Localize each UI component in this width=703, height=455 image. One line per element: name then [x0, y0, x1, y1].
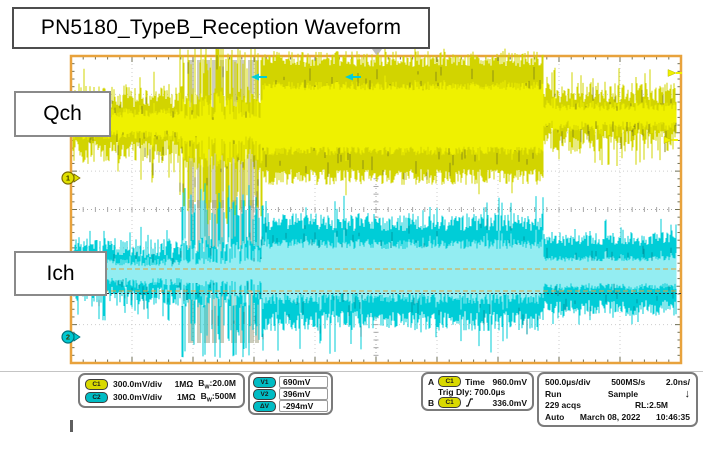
cursor-v1-row: V1 690mV — [253, 376, 328, 388]
trigger-delay: Trig Dly: 700.0µs — [438, 387, 506, 397]
ich-label-box: Ich — [14, 251, 107, 296]
down-arrow-icon: ↓ — [684, 387, 691, 400]
trigger-a-level: 960.0mV — [492, 376, 528, 387]
cursor-dv-row: ΔV -294mV — [253, 400, 328, 412]
trigger-a-source-badge: C1 — [438, 376, 462, 387]
channel-zero-markers: 12 — [61, 171, 81, 344]
time-stamp: 10:46:35 — [655, 411, 690, 422]
cursor-readout-box: V1 690mV V2 396mV ΔV -294mV — [248, 372, 333, 415]
trigger-a-row: A C1 Time 960.0mV — [428, 376, 527, 387]
timebase-box: 500.0µs/div 500MS/s 2.0ns/ Run Sample ↓ … — [537, 372, 698, 427]
delta-v-badge: ΔV — [253, 400, 276, 412]
slide-title: PN5180_TypeB_Reception Waveform — [40, 16, 402, 39]
delta-v-value: -294mV — [279, 400, 328, 412]
trigger-delay-row: Trig Dly: 700.0µs — [438, 387, 527, 397]
timebase-row3: 229 acqs RL:2.5M — [545, 400, 690, 410]
svg-text:2: 2 — [66, 333, 70, 342]
rising-edge-icon — [466, 398, 474, 407]
acq-mode: Sample — [607, 388, 639, 399]
c2-bandwidth: BW:500M — [200, 390, 236, 404]
c2-scale: 300.0mV/div — [113, 392, 163, 403]
timebase-row2: Run Sample ↓ — [545, 387, 691, 400]
qch-label: Qch — [43, 102, 82, 125]
c2-impedance: 1MΩ — [176, 392, 196, 403]
v1-badge: V1 — [253, 376, 276, 388]
slide-title-box: PN5180_TypeB_Reception Waveform — [12, 7, 430, 49]
svg-text:1: 1 — [66, 174, 70, 183]
ch1-qch-trace — [72, 37, 677, 227]
v2-value: 396mV — [279, 388, 328, 400]
v2-badge: V2 — [253, 388, 276, 400]
c2-badge: C2 — [85, 391, 108, 403]
trigger-a-mode: Time — [465, 376, 485, 387]
trigger-a-label: A — [428, 376, 435, 387]
date-stamp: March 08, 2022 — [579, 411, 641, 422]
c1-bandwidth: BW:20.0M — [198, 378, 236, 391]
cursor-lines — [71, 69, 682, 294]
ich-label: Ich — [46, 261, 75, 285]
sample-resolution: 2.0ns/ — [665, 377, 690, 387]
trigger-b-source-badge: C1 — [438, 397, 462, 408]
c1-badge: C1 — [85, 378, 108, 390]
c1-scale: 300.0mV/div — [113, 379, 163, 390]
cursor-v2-row: V2 396mV — [253, 388, 328, 400]
record-length: RL:2.5M — [634, 400, 668, 411]
c1-impedance: 1MΩ — [174, 379, 194, 390]
trigger-b-row: B C1 336.0mV — [428, 397, 527, 408]
trigger-b-level: 336.0mV — [492, 397, 528, 408]
run-state: Run — [545, 388, 562, 399]
sample-rate: 500MS/s — [611, 377, 646, 387]
trigger-settings-box: A C1 Time 960.0mV Trig Dly: 700.0µs B C1… — [421, 372, 534, 411]
channel-settings-box: C1 300.0mV/div 1MΩ BW:20.0M C2 300.0mV/d… — [78, 373, 245, 408]
time-per-div: 500.0µs/div — [545, 377, 591, 387]
v1-value: 690mV — [279, 376, 328, 388]
ch1-settings-row: C1 300.0mV/div 1MΩ BW:20.0M — [85, 378, 238, 391]
statusbar-divider — [0, 371, 703, 372]
trigger-mode: Auto — [545, 411, 565, 422]
ch2-settings-row: C2 300.0mV/div 1MΩ BW:500M — [85, 390, 238, 404]
timebase-row1: 500.0µs/div 500MS/s 2.0ns/ — [545, 377, 690, 387]
timebase-row4: Auto March 08, 2022 10:46:35 — [545, 412, 690, 422]
trigger-b-label: B — [428, 397, 435, 408]
acq-count: 229 acqs — [545, 400, 581, 411]
qch-label-box: Qch — [14, 91, 111, 137]
artifact-line — [70, 420, 73, 432]
